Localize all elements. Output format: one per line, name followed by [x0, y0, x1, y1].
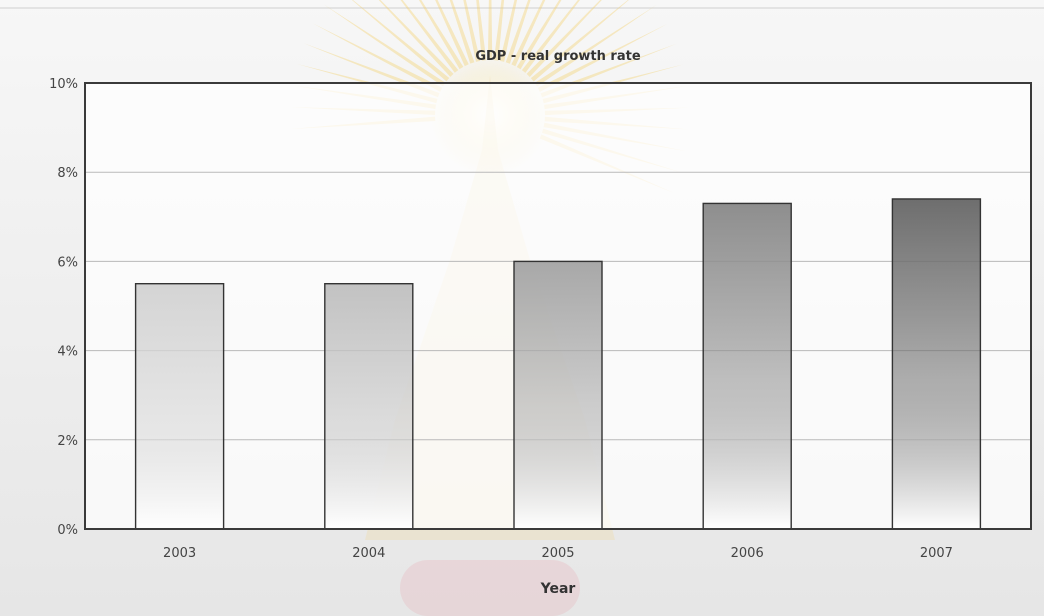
- x-tick-label-2003: 2003: [163, 546, 196, 561]
- bar-2006[interactable]: [702, 202, 792, 530]
- y-axis-tick-labels: 0% 2% 4% 6% 8% 10%: [49, 77, 78, 538]
- y-tick-label-4: 8%: [57, 166, 78, 181]
- y-tick-label-3: 6%: [57, 255, 78, 270]
- x-tick-label-2004: 2004: [352, 546, 385, 561]
- x-tick-label-2007: 2007: [920, 546, 953, 561]
- y-tick-label-1: 2%: [57, 434, 78, 449]
- bar-2005[interactable]: [513, 260, 603, 530]
- y-tick-label-0: 0%: [57, 523, 78, 538]
- bar-2004[interactable]: [324, 283, 414, 530]
- y-tick-label-5: 10%: [49, 77, 78, 92]
- y-tick-label-2: 4%: [57, 345, 78, 360]
- x-tick-label-2006: 2006: [731, 546, 764, 561]
- chart-title: GDP - real growth rate: [475, 49, 640, 64]
- bars: [134, 198, 982, 530]
- plot-frame: [84, 82, 1032, 530]
- bar-2007[interactable]: [891, 198, 982, 530]
- bar-2003[interactable]: [134, 283, 225, 530]
- x-axis-label: Year: [540, 581, 576, 597]
- x-tick-label-2005: 2005: [541, 546, 574, 561]
- x-axis-tick-labels: 2003 2004 2005 2006 2007: [163, 546, 953, 561]
